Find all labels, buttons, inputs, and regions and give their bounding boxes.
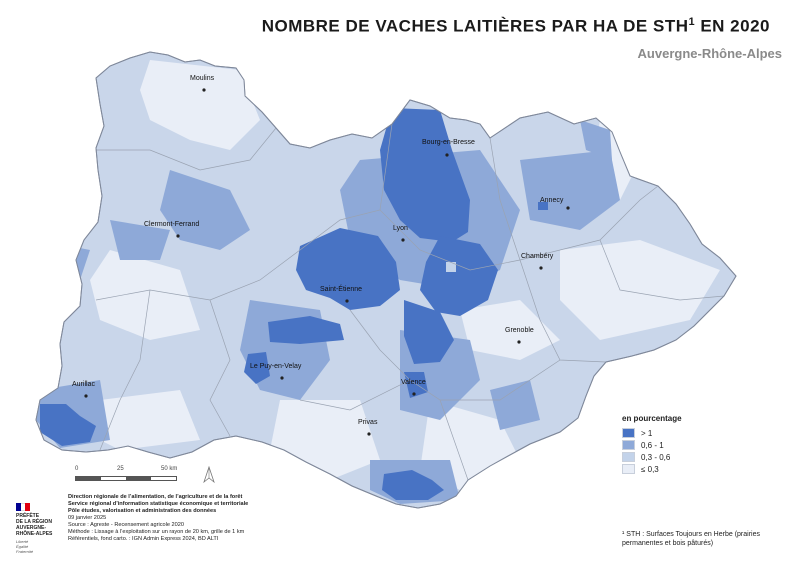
city-label-grenoble: Grenoble	[505, 327, 534, 334]
credits-source: Source : Agreste - Recensement agricole …	[68, 522, 184, 528]
scale-bar-graphic	[75, 476, 177, 481]
city-label-privas: Privas	[358, 419, 378, 426]
zones-le-0-3	[80, 60, 720, 490]
city-label-bourg-en-bresse: Bourg-en-Bresse	[422, 139, 475, 146]
city-label-valence: Valence	[401, 379, 426, 386]
city-label-annecy: Annecy	[540, 197, 564, 204]
logo-line-2: DE LA RÉGION	[16, 519, 52, 525]
credits: Direction régionale de l’alimentation, d…	[68, 494, 308, 543]
logo-motto-1: Liberté	[16, 539, 29, 544]
scale-segment-c	[126, 477, 151, 480]
city-marker-valence	[412, 392, 416, 396]
legend-item-0-3-0-6: 0,3 - 0,6	[622, 451, 682, 463]
legend-item-0-6-1: 0,6 - 1	[622, 439, 682, 451]
footnote: ¹ STH : Surfaces Toujours en Herbe (prai…	[622, 531, 760, 547]
map-title-year: EN 2020	[695, 16, 770, 36]
legend-title: en pourcentage	[622, 414, 682, 423]
legend-item-le-0-3: ≤ 0,3	[622, 463, 682, 475]
legend-label-gt1: > 1	[641, 428, 653, 438]
city-label-aurillac: Aurillac	[72, 381, 95, 388]
city-marker-moulins	[202, 88, 206, 92]
city-marker-chambery	[539, 266, 543, 270]
city-label-saint-etienne: Saint-Étienne	[320, 284, 362, 293]
city-marker-le-puy-en-velay	[280, 376, 284, 380]
logo-motto-3: Fraternité	[16, 549, 34, 554]
map-subtitle: Auvergne-Rhône-Alpes	[637, 46, 782, 61]
logo-line-4: RHÔNE-ALPES	[16, 531, 53, 537]
city-marker-lyon	[401, 238, 405, 242]
logo-line-3: AUVERGNE-	[16, 525, 47, 531]
credits-refs: Référentiels, fond carto. : IGN Admin Ex…	[68, 536, 219, 542]
map-title-main: NOMBRE DE VACHES LAITIÈRES PAR HA DE STH	[261, 16, 689, 36]
legend: en pourcentage > 1 0,6 - 1 0,3 - 0,6 ≤ 0…	[622, 414, 682, 475]
city-marker-annecy	[566, 206, 570, 210]
prefecture-logo: PRÉFÈTE DE LA RÉGION AUVERGNE- RHÔNE-ALP…	[16, 503, 60, 554]
credits-org-3: Pôle études, valorisation et administrat…	[68, 508, 217, 514]
city-marker-clermont-ferrand	[176, 234, 180, 238]
scale-tick-25: 25	[117, 466, 124, 472]
city-marker-aurillac	[84, 394, 88, 398]
legend-label-le-0-3: ≤ 0,3	[641, 464, 659, 474]
city-label-moulins: Moulins	[190, 75, 215, 82]
city-marker-bourg-en-bresse	[445, 153, 449, 157]
legend-item-gt1: > 1	[622, 427, 682, 439]
city-label-lyon: Lyon	[393, 225, 408, 232]
legend-label-0-6-1: 0,6 - 1	[641, 440, 664, 450]
department-boundaries	[95, 123, 725, 481]
credits-date: 09 janvier 2025	[68, 515, 107, 521]
city-marker-saint-etienne	[345, 299, 349, 303]
scale-bar: 0 25 50 km	[75, 466, 185, 486]
logo-line-1: PRÉFÈTE	[16, 513, 40, 519]
logo-motto: Liberté Égalité Fraternité	[16, 539, 60, 554]
legend-label-0-3-0-6: 0,3 - 0,6	[641, 452, 671, 462]
french-flag-icon	[16, 503, 31, 511]
north-arrow-icon	[203, 466, 215, 484]
zones-gt-1	[40, 108, 548, 500]
scale-tick-50: 50 km	[161, 466, 178, 472]
city-layer: Moulins Bourg-en-Bresse Annecy Clermont-Fer…	[72, 75, 570, 436]
legend-swatch-le-0-3	[622, 464, 635, 474]
scale-segment-b	[76, 477, 101, 480]
region-outline	[35, 51, 737, 509]
scale-tick-0: 0	[75, 466, 79, 472]
logo-motto-2: Égalité	[16, 544, 29, 549]
city-marker-privas	[367, 432, 371, 436]
credits-org-2: Service régional d’information statistiq…	[68, 501, 249, 507]
city-label-chambery: Chambéry	[521, 253, 554, 260]
map-title: NOMBRE DE VACHES LAITIÈRES PAR HA DE STH…	[262, 16, 770, 37]
credits-org-1: Direction régionale de l’alimentation, d…	[68, 494, 243, 500]
scale-segment-a	[76, 477, 126, 480]
map-title-sup: 1	[688, 16, 696, 28]
city-marker-grenoble	[517, 340, 521, 344]
city-label-le-puy-en-velay: Le Puy-en-Velay	[250, 363, 302, 370]
credits-method: Méthode : Lissage à l’exploitation sur u…	[68, 529, 245, 535]
legend-swatch-0-3-0-6	[622, 452, 635, 462]
legend-swatch-0-6-1	[622, 440, 635, 450]
legend-swatch-gt1	[622, 428, 635, 438]
city-label-clermont-ferrand: Clermont-Ferrand	[144, 221, 199, 228]
